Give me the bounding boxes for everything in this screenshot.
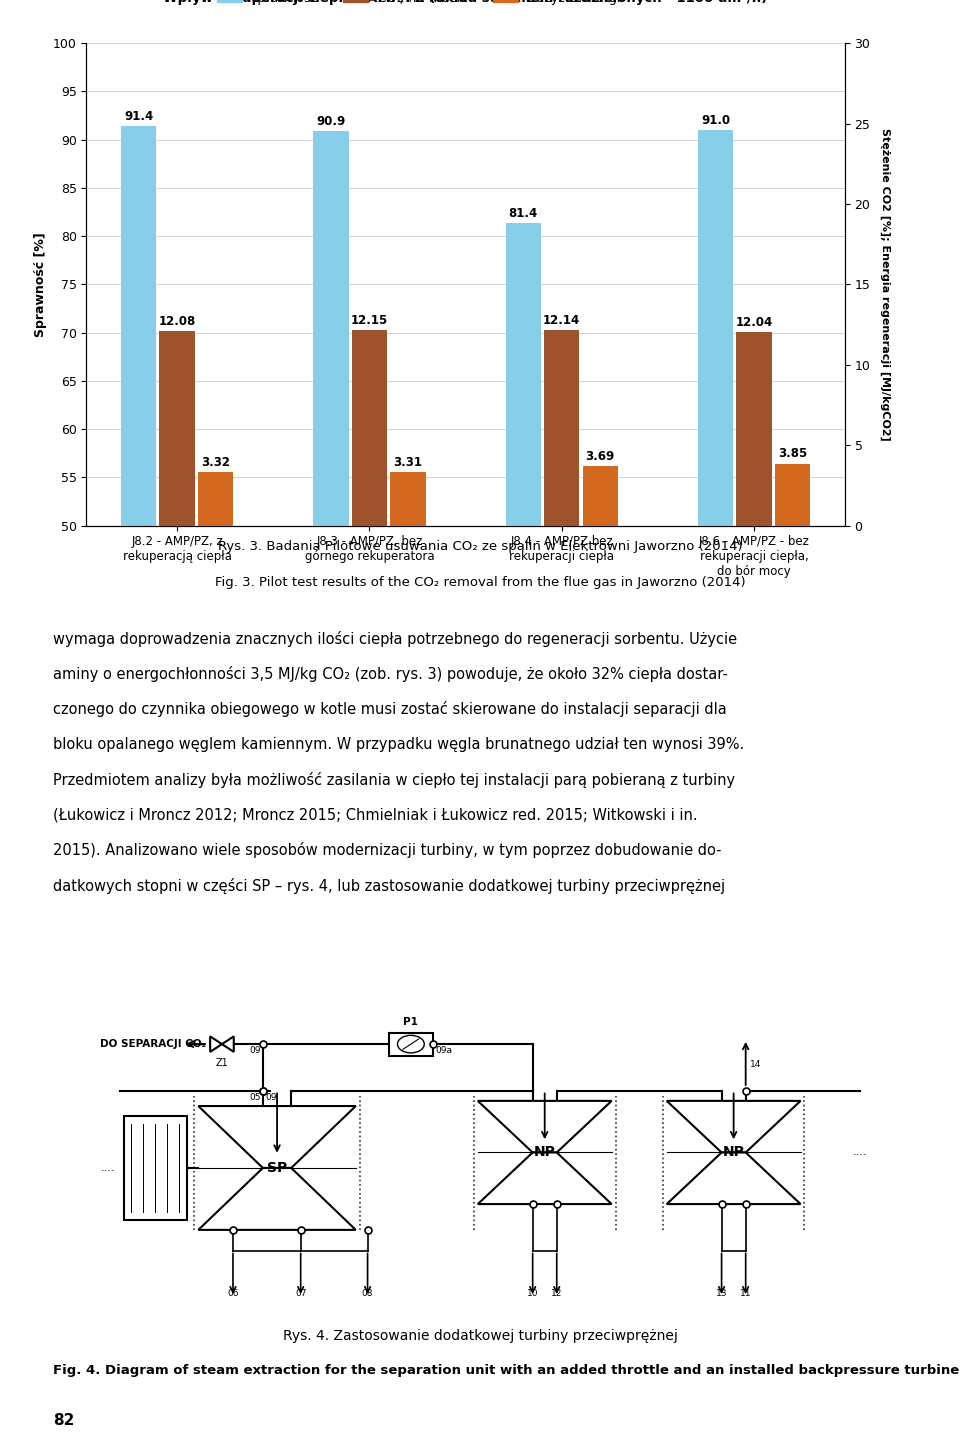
Text: 81.4: 81.4 xyxy=(509,207,538,220)
Text: 91.4: 91.4 xyxy=(124,111,154,124)
Text: (Łukowicz i Mroncz 2012; Mroncz 2015; Chmielniak i Łukowicz red. 2015; Witkowski: (Łukowicz i Mroncz 2012; Mroncz 2015; Ch… xyxy=(53,806,697,822)
Y-axis label: Sprawność [%]: Sprawność [%] xyxy=(35,232,47,337)
Bar xyxy=(198,472,233,526)
Text: 2015). Analizowano wiele sposobów modernizacji turbiny, w tym poprzez dobudowani: 2015). Analizowano wiele sposobów modern… xyxy=(53,842,721,858)
Text: datkowych stopni w części SP – rys. 4, lub zastosowanie dodatkowej turbiny przec: datkowych stopni w części SP – rys. 4, l… xyxy=(53,878,725,894)
Bar xyxy=(583,467,618,526)
Text: 11: 11 xyxy=(740,1289,752,1299)
Text: 3.31: 3.31 xyxy=(394,456,422,469)
Text: ....: .... xyxy=(101,1164,116,1174)
Polygon shape xyxy=(666,1100,801,1152)
Title: Wpływ rekuperacji ciepła - AMP/PZ (układ strumieni rozdzielonych - 1100 dm³/h): Wpływ rekuperacji ciepła - AMP/PZ (układ… xyxy=(163,0,768,4)
Text: ....: .... xyxy=(852,1148,868,1158)
Text: 12.15: 12.15 xyxy=(350,314,388,327)
Bar xyxy=(506,223,541,1008)
Bar xyxy=(736,333,772,526)
Text: bloku opalanego węglem kamiennym. W przypadku węgla brunatnego udział ten wynosi: bloku opalanego węglem kamiennym. W przy… xyxy=(53,737,744,752)
Text: Rys. 3. Badania Pilotowe usuwania CO₂ ze spalin w Elektrowni Jaworzno (2014): Rys. 3. Badania Pilotowe usuwania CO₂ ze… xyxy=(218,540,742,553)
Bar xyxy=(775,464,810,526)
Text: 10: 10 xyxy=(527,1289,539,1299)
Bar xyxy=(351,330,387,526)
Bar xyxy=(698,130,733,1008)
FancyBboxPatch shape xyxy=(389,1032,433,1056)
Polygon shape xyxy=(199,1106,356,1168)
Text: 09a: 09a xyxy=(435,1045,452,1054)
Text: 09: 09 xyxy=(249,1045,260,1054)
Text: Rys. 4. Zastosowanie dodatkowej turbiny przeciwprężnej: Rys. 4. Zastosowanie dodatkowej turbiny … xyxy=(282,1329,678,1344)
Bar xyxy=(159,331,195,526)
Text: NP: NP xyxy=(723,1145,745,1159)
Text: DO SEPARACJI CO₂: DO SEPARACJI CO₂ xyxy=(100,1040,206,1050)
Text: P1: P1 xyxy=(403,1017,419,1027)
Text: Przedmiotem analizy była możliwość zasilania w ciepło tej instalacji parą pobier: Przedmiotem analizy była możliwość zasil… xyxy=(53,772,735,788)
Text: 09: 09 xyxy=(265,1093,276,1102)
Text: NP: NP xyxy=(534,1145,556,1159)
Bar xyxy=(121,127,156,1008)
Text: 91.0: 91.0 xyxy=(701,114,731,127)
Text: 08: 08 xyxy=(362,1289,373,1299)
Text: 3.85: 3.85 xyxy=(778,448,807,461)
Text: 12.04: 12.04 xyxy=(735,315,773,328)
Text: 12: 12 xyxy=(551,1289,563,1299)
Bar xyxy=(544,330,580,526)
Text: 3.32: 3.32 xyxy=(201,456,230,469)
Legend: sprawność, CO2 na włocie, Zużycie energii: sprawność, CO2 na włocie, Zużycie energi… xyxy=(211,0,629,10)
Text: 12.14: 12.14 xyxy=(543,314,581,327)
Text: 12.08: 12.08 xyxy=(158,315,196,328)
Text: aminy o energochłonności 3,5 MJ/kg CO₂ (zob. rys. 3) powoduje, że około 32% ciep: aminy o energochłonności 3,5 MJ/kg CO₂ (… xyxy=(53,665,728,683)
Polygon shape xyxy=(478,1152,612,1204)
Text: 90.9: 90.9 xyxy=(316,115,346,128)
Text: Z1: Z1 xyxy=(216,1058,228,1068)
Text: 82: 82 xyxy=(53,1414,74,1428)
Bar xyxy=(390,472,425,526)
Bar xyxy=(124,1116,186,1220)
Text: 13: 13 xyxy=(716,1289,728,1299)
Polygon shape xyxy=(199,1168,356,1230)
Text: 3.69: 3.69 xyxy=(586,451,615,464)
Text: Fig. 4. Diagram of steam extraction for the separation unit with an added thrott: Fig. 4. Diagram of steam extraction for … xyxy=(53,1364,959,1377)
Polygon shape xyxy=(666,1152,801,1204)
Polygon shape xyxy=(478,1100,612,1152)
Bar xyxy=(313,131,348,1008)
Polygon shape xyxy=(210,1037,234,1051)
Y-axis label: Stężenie CO2 [%]; Energia regeneracji [MJ/kgCO2]: Stężenie CO2 [%]; Energia regeneracji [M… xyxy=(879,128,890,441)
Text: Fig. 3. Pilot test results of the CO₂ removal from the flue gas in Jaworzno (201: Fig. 3. Pilot test results of the CO₂ re… xyxy=(215,576,745,589)
Text: 05: 05 xyxy=(249,1093,260,1102)
Text: 06: 06 xyxy=(228,1289,239,1299)
Text: wymaga doprowadzenia znacznych ilości ciepła potrzebnego do regeneracji sorbentu: wymaga doprowadzenia znacznych ilości ci… xyxy=(53,631,737,647)
Text: 07: 07 xyxy=(295,1289,306,1299)
Text: 14: 14 xyxy=(750,1060,761,1070)
Text: SP: SP xyxy=(267,1161,287,1175)
Text: czonego do czynnika obiegowego w kotle musi zostać skierowane do instalacji sepa: czonego do czynnika obiegowego w kotle m… xyxy=(53,701,727,717)
